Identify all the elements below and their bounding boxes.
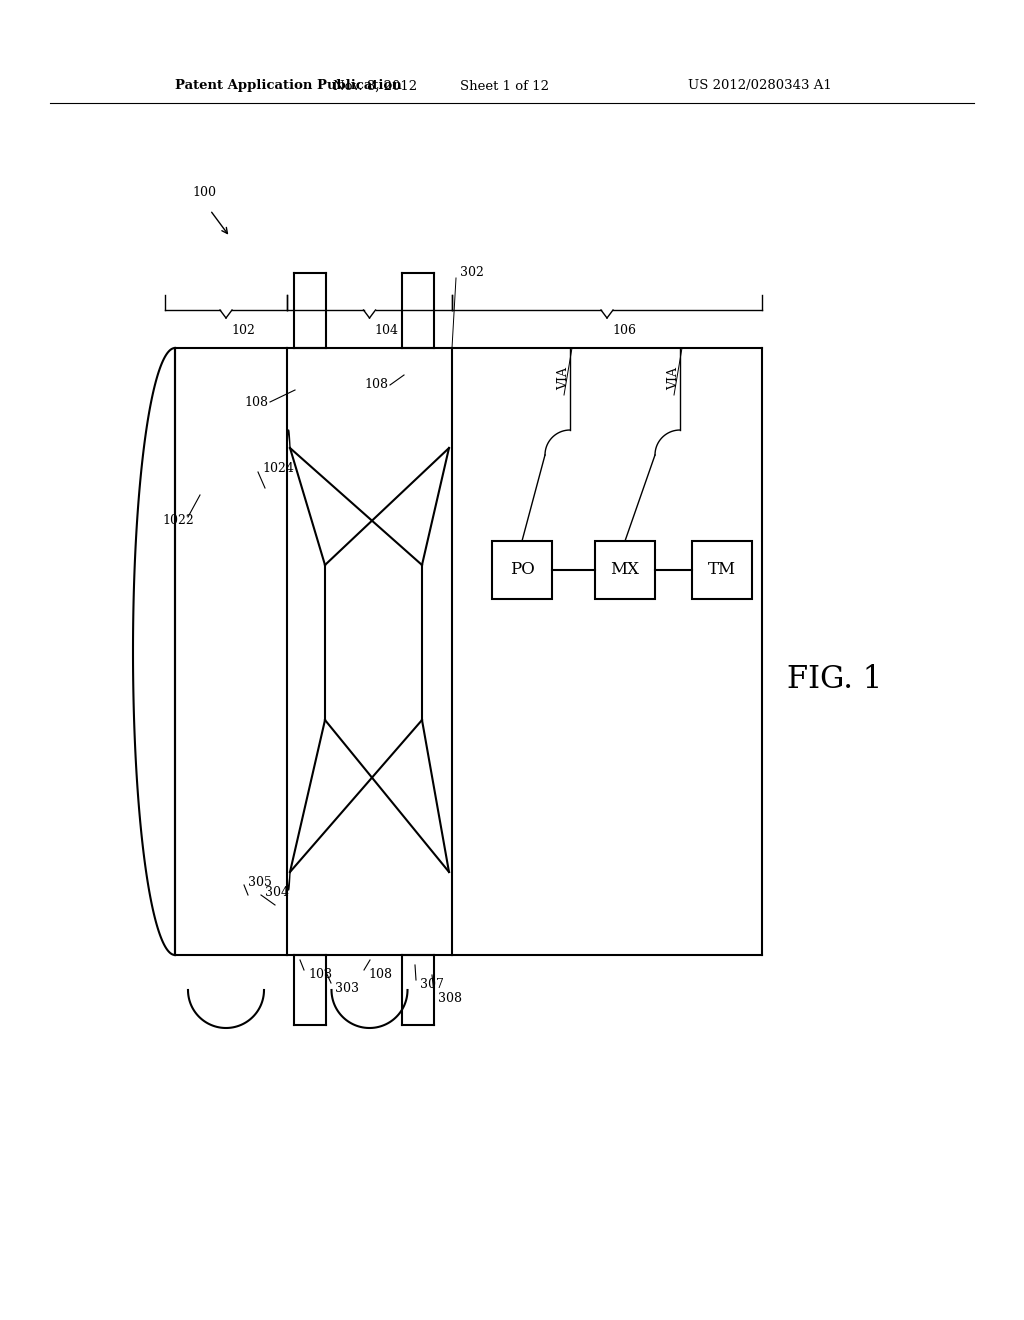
Text: Patent Application Publication: Patent Application Publication <box>175 79 401 92</box>
Text: VIA: VIA <box>668 367 681 389</box>
Text: FIG. 1: FIG. 1 <box>787 664 883 696</box>
Text: 104: 104 <box>375 323 398 337</box>
Text: 102: 102 <box>231 323 255 337</box>
Text: 108: 108 <box>364 379 388 392</box>
Text: 304: 304 <box>265 886 289 899</box>
Text: 308: 308 <box>438 991 462 1005</box>
Text: 100: 100 <box>193 186 216 199</box>
Text: 305: 305 <box>248 875 272 888</box>
Text: Nov. 8, 2012: Nov. 8, 2012 <box>333 79 417 92</box>
Text: 307: 307 <box>420 978 443 991</box>
Text: 303: 303 <box>335 982 359 994</box>
Text: 106: 106 <box>612 323 636 337</box>
Text: TM: TM <box>708 561 736 578</box>
Text: 108: 108 <box>244 396 268 408</box>
Text: Sheet 1 of 12: Sheet 1 of 12 <box>461 79 550 92</box>
Text: 1022: 1022 <box>162 513 194 527</box>
Text: MX: MX <box>610 561 640 578</box>
Text: 108: 108 <box>308 969 332 982</box>
Text: 1024: 1024 <box>262 462 294 474</box>
Text: VIA: VIA <box>557 367 570 389</box>
Text: 302: 302 <box>460 265 484 279</box>
Text: 108: 108 <box>368 969 392 982</box>
Text: PO: PO <box>510 561 535 578</box>
Text: US 2012/0280343 A1: US 2012/0280343 A1 <box>688 79 831 92</box>
